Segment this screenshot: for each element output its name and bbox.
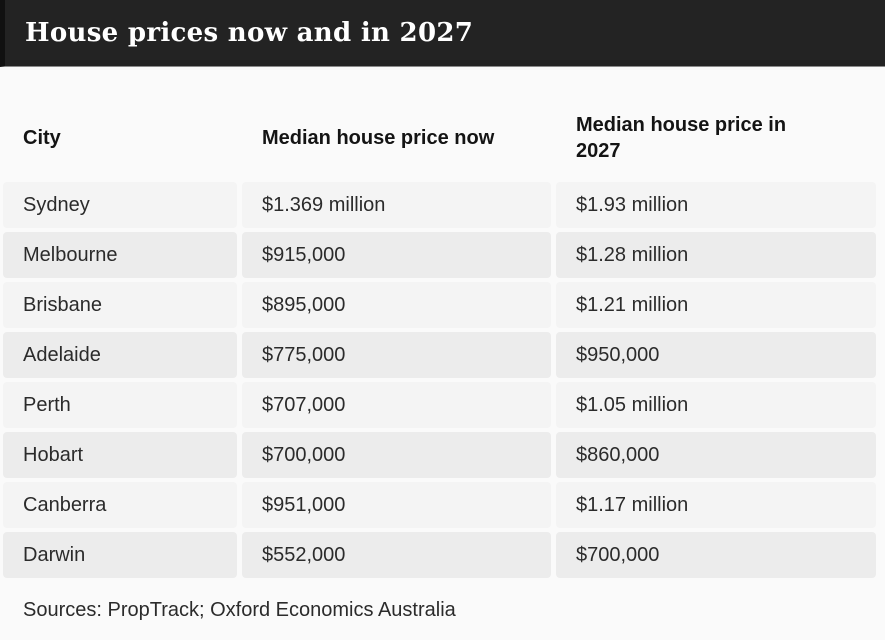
table-header-row: City Median house price now Median house… [3,94,876,182]
cell-price-now: $895,000 [242,282,551,328]
cell-price-now: $915,000 [242,232,551,278]
column-header-price-2027: Median house price in 2027 [576,114,787,162]
cell-city: Canberra [3,482,237,528]
house-prices-table: City Median house price now Median house… [3,94,876,578]
table-row-darwin: Darwin $552,000 $700,000 [3,532,876,578]
table-row-melbourne: Melbourne $915,000 $1.28 million [3,232,876,278]
table-row-adelaide: Adelaide $775,000 $950,000 [3,332,876,378]
cell-city: Brisbane [3,282,237,328]
table-row-canberra: Canberra $951,000 $1.17 million [3,482,876,528]
cell-price-2027: $1.21 million [556,282,876,328]
cell-price-now: $775,000 [242,332,551,378]
table-row-brisbane: Brisbane $895,000 $1.21 million [3,282,876,328]
cell-price-now: $552,000 [242,532,551,578]
table-row-sydney: Sydney $1.369 million $1.93 million [3,182,876,228]
cell-price-2027: $1.93 million [556,182,876,228]
column-header-price-now: Median house price now [262,127,495,149]
cell-city: Darwin [3,532,237,578]
cell-city: Hobart [3,432,237,478]
cell-price-2027: $1.28 million [556,232,876,278]
cell-city: Perth [3,382,237,428]
cell-price-now: $951,000 [242,482,551,528]
cell-price-2027: $950,000 [556,332,876,378]
cell-city: Melbourne [3,232,237,278]
cell-price-now: $700,000 [242,432,551,478]
cell-price-2027: $1.17 million [556,482,876,528]
cell-price-now: $707,000 [242,382,551,428]
sources-note: Sources: PropTrack; Oxford Economics Aus… [23,599,456,621]
table-row-perth: Perth $707,000 $1.05 million [3,382,876,428]
cell-city: Sydney [3,182,237,228]
cell-price-now: $1.369 million [242,182,551,228]
table-row-hobart: Hobart $700,000 $860,000 [3,432,876,478]
table-title-bar: House prices now and in 2027 [0,0,885,67]
cell-price-2027: $1.05 million [556,382,876,428]
column-header-city: City [23,127,61,149]
cell-price-2027: $700,000 [556,532,876,578]
cell-city: Adelaide [3,332,237,378]
cell-price-2027: $860,000 [556,432,876,478]
table-title: House prices now and in 2027 [25,18,474,48]
